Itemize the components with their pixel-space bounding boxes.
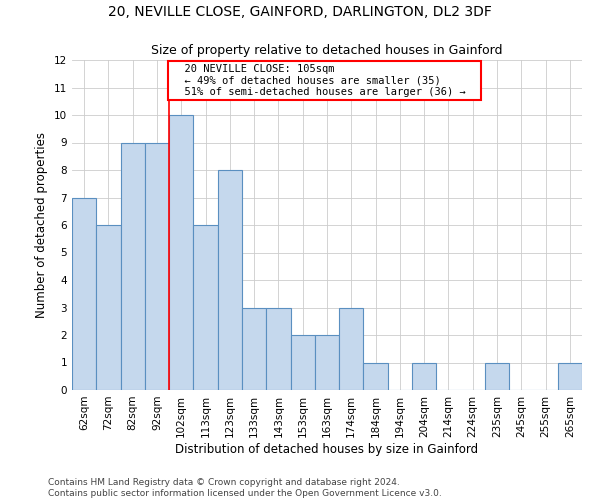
Bar (364, 362, 388, 390)
Bar (339, 308, 364, 390)
Bar (290, 335, 315, 390)
Bar (72, 198, 96, 390)
Bar (145, 142, 169, 390)
Text: 20, NEVILLE CLOSE, GAINFORD, DARLINGTON, DL2 3DF: 20, NEVILLE CLOSE, GAINFORD, DARLINGTON,… (108, 5, 492, 19)
Bar (96, 225, 121, 390)
X-axis label: Distribution of detached houses by size in Gainford: Distribution of detached houses by size … (175, 442, 479, 456)
Bar (169, 115, 193, 390)
Bar (315, 335, 339, 390)
Bar (558, 362, 582, 390)
Text: Contains HM Land Registry data © Crown copyright and database right 2024.
Contai: Contains HM Land Registry data © Crown c… (48, 478, 442, 498)
Bar (242, 308, 266, 390)
Title: Size of property relative to detached houses in Gainford: Size of property relative to detached ho… (151, 44, 503, 58)
Text: 20 NEVILLE CLOSE: 105sqm  
  ← 49% of detached houses are smaller (35)  
  51% o: 20 NEVILLE CLOSE: 105sqm ← 49% of detach… (172, 64, 478, 98)
Bar (121, 142, 145, 390)
Bar (485, 362, 509, 390)
Bar (266, 308, 290, 390)
Bar (218, 170, 242, 390)
Bar (412, 362, 436, 390)
Y-axis label: Number of detached properties: Number of detached properties (35, 132, 49, 318)
Bar (193, 225, 218, 390)
